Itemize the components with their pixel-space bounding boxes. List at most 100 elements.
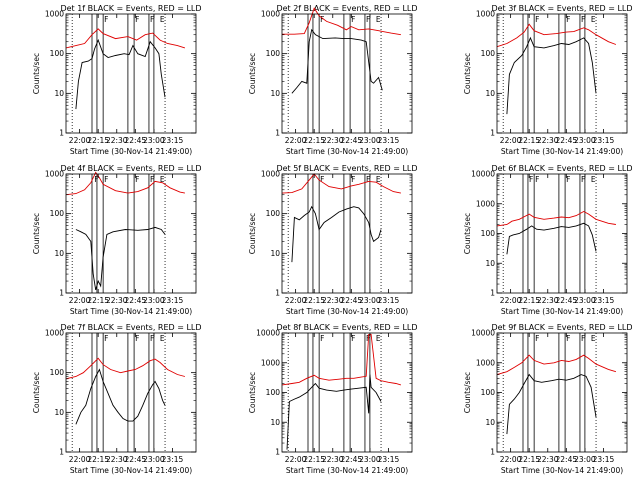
interval-label: F — [366, 175, 370, 184]
y-tick-label: 1000 — [261, 170, 280, 179]
interval-label: F — [351, 175, 355, 184]
y-tick-label: 1 — [59, 129, 64, 138]
x-tick-label: 23:15 — [378, 136, 400, 145]
x-tick-label: 22:30 — [322, 296, 344, 305]
y-tick-label: 1000 — [45, 170, 64, 179]
series-line-red — [496, 210, 616, 227]
panel-title: Det 7f BLACK = Events, RED = LLD — [60, 323, 201, 332]
y-tick-label: 10 — [270, 418, 280, 427]
x-tick-label: 22:00 — [69, 296, 91, 305]
y-tick-label: 1 — [59, 448, 64, 457]
x-tick-label: 22:45 — [556, 296, 578, 305]
x-tick-label: 22:00 — [69, 455, 91, 464]
y-axis-label: Counts/sec — [32, 372, 41, 413]
interval-label: E — [376, 175, 381, 184]
interval-label: F — [320, 334, 324, 343]
x-tick-label: 22:30 — [106, 296, 128, 305]
series-line-black — [291, 205, 382, 263]
interval-label: E — [376, 15, 381, 24]
y-tick-label: 1000 — [261, 10, 280, 19]
interval-label: E — [591, 15, 596, 24]
x-tick-label: 23:15 — [162, 136, 184, 145]
y-axis-label: Counts/sec — [248, 53, 257, 94]
y-tick-label: 100 — [50, 209, 65, 218]
x-tick-label: 22:45 — [341, 296, 363, 305]
interval-label: F — [150, 15, 154, 24]
x-axis-label: Start Time (30-Nov-14 21:49:00) — [501, 147, 623, 156]
x-tick-label: 23:00 — [359, 455, 381, 464]
series-line-red — [65, 171, 185, 196]
x-tick-label: 22:00 — [285, 136, 307, 145]
series-line-black — [506, 373, 597, 435]
interval-label: F — [535, 175, 539, 184]
interval-label: F — [566, 15, 570, 24]
y-tick-label: 10 — [54, 408, 64, 417]
y-axis-label: Counts/sec — [248, 372, 257, 413]
panel-8: Det 8f BLACK = Events, RED = LLD Start Ti… — [248, 323, 418, 475]
x-axis-label: Start Time (30-Nov-14 21:49:00) — [70, 147, 192, 156]
y-tick-label: 1000 — [261, 358, 280, 367]
y-tick-label: 100 — [50, 368, 65, 377]
interval-label: F — [366, 15, 370, 24]
plot-frame — [65, 332, 197, 453]
panel-title: Det 4f BLACK = Events, RED = LLD — [60, 164, 201, 173]
panel-7: Det 7f BLACK = Events, RED = LLD Start Ti… — [32, 323, 202, 475]
y-tick-label: 100 — [481, 49, 496, 58]
y-tick-label: 100 — [266, 209, 281, 218]
plot-frame — [281, 173, 413, 294]
x-tick-label: 22:00 — [285, 296, 307, 305]
y-tick-label: 10 — [485, 259, 495, 268]
interval-label: E — [160, 15, 165, 24]
x-tick-label: 22:00 — [69, 136, 91, 145]
x-tick-label: 23:00 — [143, 136, 165, 145]
y-tick-label: 1000 — [476, 358, 495, 367]
y-tick-label: 100 — [266, 388, 281, 397]
x-tick-label: 22:45 — [556, 455, 578, 464]
plot-frame — [496, 173, 628, 294]
panel-2: Det 2f BLACK = Events, RED = LLD Start Ti… — [248, 4, 418, 156]
x-tick-label: 23:00 — [143, 296, 165, 305]
x-tick-label: 23:00 — [143, 455, 165, 464]
y-tick-label: 10000 — [471, 329, 495, 338]
x-axis-label: Start Time (30-Nov-14 21:49:00) — [286, 466, 408, 475]
y-tick-label: 10 — [54, 249, 64, 258]
x-tick-label: 22:45 — [341, 455, 363, 464]
x-tick-label: 22:30 — [537, 296, 559, 305]
interval-label: F — [104, 175, 108, 184]
x-tick-label: 22:15 — [87, 136, 109, 145]
plot-frame — [281, 13, 413, 134]
y-tick-label: 1 — [490, 129, 495, 138]
interval-label: E — [160, 175, 165, 184]
panel-1: Det 1f BLACK = Events, RED = LLD Start Ti… — [32, 4, 202, 156]
x-axis-label: Start Time (30-Nov-14 21:49:00) — [70, 466, 192, 475]
interval-label: F — [535, 15, 539, 24]
interval-label: F — [104, 334, 108, 343]
series-line-black — [506, 36, 597, 115]
interval-label: F — [135, 334, 139, 343]
x-tick-label: 23:15 — [162, 455, 184, 464]
x-axis-label: Start Time (30-Nov-14 21:49:00) — [286, 147, 408, 156]
y-tick-label: 100 — [481, 229, 496, 238]
interval-label: F — [581, 334, 585, 343]
y-tick-label: 1 — [490, 448, 495, 457]
y-axis-label: Counts/sec — [32, 213, 41, 254]
interval-label: F — [351, 334, 355, 343]
interval-label: F — [581, 15, 585, 24]
x-tick-label: 23:00 — [574, 136, 596, 145]
x-tick-label: 23:15 — [378, 455, 400, 464]
x-tick-label: 22:30 — [537, 455, 559, 464]
y-tick-label: 1 — [275, 129, 280, 138]
series-line-red — [65, 357, 186, 380]
x-tick-label: 22:15 — [87, 455, 109, 464]
x-tick-label: 23:00 — [574, 296, 596, 305]
panel-3: Det 3f BLACK = Events, RED = LLD Start Ti… — [463, 4, 633, 156]
x-tick-label: 22:30 — [322, 136, 344, 145]
y-tick-label: 10 — [485, 418, 495, 427]
interval-label: F — [320, 15, 324, 24]
x-axis-label: Start Time (30-Nov-14 21:49:00) — [70, 307, 192, 316]
series-line-red — [496, 354, 617, 376]
y-tick-label: 10 — [270, 249, 280, 258]
panel-title: Det 6f BLACK = Events, RED = LLD — [491, 164, 632, 173]
x-tick-label: 23:00 — [359, 136, 381, 145]
